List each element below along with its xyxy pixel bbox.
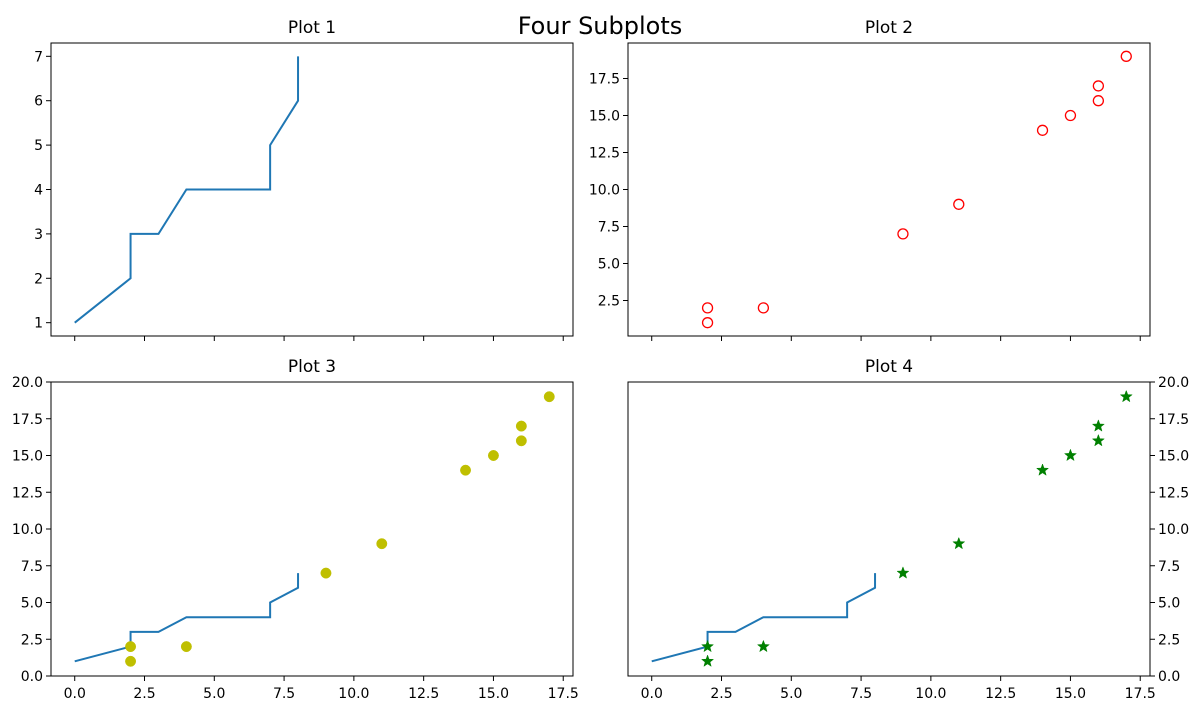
plot-4-xtick-label: 15.0 [1055,686,1086,702]
plot-3-point-5 [376,538,388,550]
plot-4-xtick-label: 17.5 [1125,686,1156,702]
plot-3-ytick-label: 2.5 [21,632,43,648]
plot-4-point-3 [756,639,770,653]
plot-3-xtick-label: 0.0 [64,686,86,702]
plot-4-xtick-label: 2.5 [710,686,732,702]
plot-3-xtick-label: 15.0 [478,686,509,702]
plot-2-point-1 [701,317,714,329]
plot-4-ytick-label: 0.0 [1158,669,1180,685]
plot-4-point-10 [1119,389,1133,403]
plot-4-point-9 [1091,419,1105,432]
subplot-4: 0.0 2.5 5.0 7.5 10.0 12.5 15.0 17.50.02.55.07.5… [627,357,1189,702]
plot-3-ytick-label: 0.0 [21,669,43,685]
subplot-3: 0.0 2.5 5.0 7.5 10.0 12.5 15.0 17.5 0.0 2.5 5.0 7.5… [12,357,579,702]
plot-4-point-4 [896,566,910,579]
plot-1-frame [50,42,574,337]
subplot-2: 2.5 5.0 7.5 10.0 12.5 15.0 17.5 Plot 2 [589,18,1151,341]
plot-4-ytick-label: 15.0 [1158,449,1189,465]
plot-1-ytick-label: 2 [34,271,43,287]
plot-2-ytick-label: 12.5 [589,146,620,162]
subplot-grid: 1 2 3 4 5 6 7 Plot 1 2.5 5.0 7.5 10.0 12.5 15.0 17.5 Pl… [12,18,1189,702]
plot-2-point-4 [897,228,909,240]
plot-4-point-7 [1063,448,1078,462]
plot-4-point-2 [700,639,715,653]
plot-3-data [74,391,555,667]
plot-3-xtick-label: 17.5 [548,686,579,702]
plot-1-ytick-label: 3 [34,227,43,243]
plot-2-ytick-label: 17.5 [589,72,620,88]
plot-2-point-7 [1064,109,1077,122]
plot-3-ytick-label: 17.5 [12,412,43,428]
plot-1-series-line [74,56,300,324]
plot-3-point-6 [460,464,471,476]
plot-3-point-9 [515,420,527,432]
plot-2-point-10 [1120,50,1132,62]
plot-4-ytick-label: 5.0 [1158,596,1180,612]
plot-3-ytick-label: 15.0 [12,449,43,465]
plot-1-ytick-label: 4 [34,183,43,199]
plot-1-ytick-label: 1 [34,316,43,332]
plot-3-xtick-label: 5.0 [203,686,225,702]
plot-1-ytick-label: 7 [34,49,43,65]
plot-2-frame [627,42,1151,337]
plot-2-point-2 [701,302,714,314]
plot-4-point-1 [700,654,715,667]
plot-2-point-8 [1092,95,1105,107]
subplot-1: 1 2 3 4 5 6 7 Plot 1 [34,18,574,341]
plot-3-point-10 [543,391,555,403]
plot-2-point-3 [757,302,770,314]
plot-3-xtick-label: 12.5 [408,686,439,702]
plot-2-data [701,50,1132,329]
figure-title: Four Subplots [518,12,683,40]
plot-2-ytick-label: 2.5 [598,293,620,309]
plot-4-xtick-label: 0.0 [641,686,663,702]
plot-4-ytick-label: 17.5 [1158,412,1189,428]
plot-4-point-8 [1091,433,1105,447]
plot-4-ytick-label: 12.5 [1158,485,1189,501]
plot-2-point-9 [1092,80,1105,92]
plot-3-point-2 [125,641,137,653]
plot-3-xtick-label: 7.5 [273,686,295,702]
plot-2-ytick-label: 5.0 [598,256,620,272]
plot-1-ytick-label: 6 [34,94,43,110]
plot-2-title: Plot 2 [865,18,913,38]
plot-3-frame [50,381,574,677]
plot-3-title: Plot 3 [288,357,336,377]
plot-4-ytick-label: 10.0 [1158,522,1189,538]
plot-2-ytick-label: 10.0 [589,183,620,199]
plot-3-ytick-label: 5.0 [21,596,43,612]
plot-4-title: Plot 4 [865,357,913,377]
plot-4-xtick-label: 10.0 [915,686,946,702]
plot-4-xtick-label: 12.5 [985,686,1016,702]
plot-4-ytick-label: 7.5 [1158,559,1180,575]
plot-3-xtick-label: 2.5 [133,686,155,702]
plot-2-point-6 [1036,124,1049,136]
plot-3-xtick-label: 10.0 [338,686,369,702]
plot-3-ytick-label: 10.0 [12,522,43,538]
plot-4-point-5 [952,536,966,550]
plot-3-point-7 [487,450,499,461]
plot-1-data [74,56,300,324]
plot-3-point-3 [180,641,192,653]
plot-2-ytick-label: 15.0 [589,109,620,125]
plot-4-data [651,389,1133,667]
plot-4-frame [627,381,1151,677]
plot-3-ytick-label: 20.0 [12,375,43,391]
plot-3-point-1 [125,655,137,667]
plot-3-point-4 [320,567,332,579]
plot-4-xtick-label: 7.5 [850,686,872,702]
plot-1-title: Plot 1 [288,18,336,38]
plot-1-ytick-label: 5 [34,138,43,154]
plot-4-ytick-label: 2.5 [1158,632,1180,648]
plot-2-ytick-label: 7.5 [598,219,620,235]
plot-3-ytick-label: 12.5 [12,485,43,501]
plot-3-point-8 [515,435,527,447]
plot-4-ytick-label: 20.0 [1158,375,1189,391]
plot-4-xtick-label: 5.0 [780,686,802,702]
plot-3-ytick-label: 7.5 [21,559,43,575]
plot-4-point-6 [1035,463,1050,476]
plot-2-point-5 [953,198,965,210]
